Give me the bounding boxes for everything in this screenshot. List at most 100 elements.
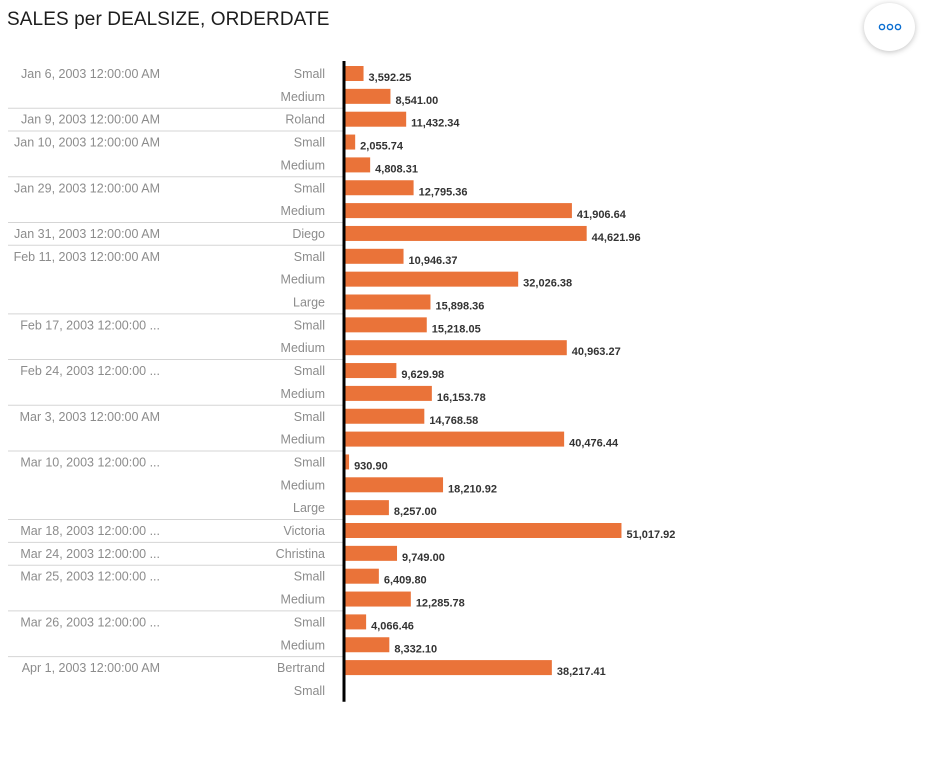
data-label: 18,210.92 xyxy=(448,483,497,495)
date-label: Jan 29, 2003 12:00:00 AM xyxy=(14,181,160,195)
date-label: Mar 24, 2003 12:00:00 ... xyxy=(20,547,160,561)
bar xyxy=(344,180,414,196)
data-label: 51,017.92 xyxy=(626,529,675,541)
category-label: Victoria xyxy=(284,524,326,538)
date-label: Feb 17, 2003 12:00:00 ... xyxy=(20,318,160,332)
bar xyxy=(344,568,379,584)
date-label: Mar 18, 2003 12:00:00 ... xyxy=(20,524,160,538)
bar xyxy=(344,225,587,241)
data-label: 9,629.98 xyxy=(401,369,444,381)
category-label: Small xyxy=(294,250,325,264)
bar xyxy=(344,66,364,81)
date-label: Apr 1, 2003 12:00:00 AM xyxy=(22,661,160,675)
bar xyxy=(344,157,371,173)
bar xyxy=(344,591,411,607)
bar xyxy=(344,545,398,561)
category-label: Bertrand xyxy=(277,661,325,675)
bar xyxy=(344,431,565,447)
bar xyxy=(344,660,552,676)
category-label: Medium xyxy=(281,273,325,287)
category-label: Small xyxy=(294,364,325,378)
data-label: 4,066.46 xyxy=(371,620,414,632)
date-label: Feb 24, 2003 12:00:00 ... xyxy=(20,364,160,378)
chart-title: SALES per DEALSIZE, ORDERDATE xyxy=(7,9,330,30)
data-label: 15,218.05 xyxy=(432,323,481,335)
more-horizontal-icon xyxy=(878,23,901,31)
data-label: 40,963.27 xyxy=(572,346,621,358)
data-label: 12,285.78 xyxy=(416,598,465,610)
data-label: 8,332.10 xyxy=(394,643,437,655)
date-label: Feb 11, 2003 12:00:00 AM xyxy=(14,250,160,264)
category-label: Small xyxy=(294,318,325,332)
category-label: Small xyxy=(294,615,325,629)
category-label: Small xyxy=(294,455,325,469)
bar xyxy=(344,614,367,630)
bar xyxy=(344,408,425,424)
category-label: Large xyxy=(293,296,325,310)
category-label: Diego xyxy=(292,227,325,241)
bar xyxy=(344,385,432,401)
category-label: Medium xyxy=(281,90,325,104)
bar xyxy=(344,248,404,264)
date-label: Jan 6, 2003 12:00:00 AM xyxy=(21,67,160,81)
date-label: Jan 10, 2003 12:00:00 AM xyxy=(14,136,160,150)
category-label: Christina xyxy=(276,547,325,561)
bar xyxy=(344,203,572,219)
bar xyxy=(344,637,390,653)
bar xyxy=(344,340,567,356)
date-label: Mar 26, 2003 12:00:00 ... xyxy=(20,615,160,629)
category-label: Large xyxy=(293,501,325,515)
category-label: Medium xyxy=(281,478,325,492)
category-label: Small xyxy=(294,181,325,195)
bar xyxy=(344,523,622,538)
data-label: 11,432.34 xyxy=(411,118,460,130)
category-label: Small xyxy=(294,570,325,584)
category-label: Roland xyxy=(285,113,325,127)
category-label: Medium xyxy=(281,341,325,355)
category-label: Medium xyxy=(281,387,325,401)
data-label: 8,257.00 xyxy=(394,506,437,518)
bar xyxy=(344,271,519,287)
category-label: Medium xyxy=(281,204,325,218)
data-label: 41,906.64 xyxy=(577,209,627,221)
bar xyxy=(344,134,356,150)
data-label: 15,898.36 xyxy=(435,301,484,313)
category-label: Medium xyxy=(281,593,325,607)
data-label: 38,217.41 xyxy=(557,666,606,678)
date-label: Mar 3, 2003 12:00:00 AM xyxy=(20,410,160,424)
category-label: Small xyxy=(294,67,325,81)
data-label: 16,153.78 xyxy=(437,392,486,404)
data-label: 10,946.37 xyxy=(409,255,458,267)
data-label: 40,476.44 xyxy=(569,438,619,450)
data-label: 12,795.36 xyxy=(419,186,468,198)
data-label: 44,621.96 xyxy=(592,232,641,244)
data-label: 4,808.31 xyxy=(375,163,418,175)
bar xyxy=(344,317,427,333)
bar xyxy=(344,111,407,127)
bar xyxy=(344,294,431,310)
bar xyxy=(344,454,350,470)
bar xyxy=(344,88,391,104)
category-label: Medium xyxy=(281,433,325,447)
date-label: Mar 10, 2003 12:00:00 ... xyxy=(20,455,160,469)
data-label: 930.90 xyxy=(354,460,388,472)
data-label: 3,592.25 xyxy=(369,72,412,84)
date-label: Jan 9, 2003 12:00:00 AM xyxy=(21,113,160,127)
category-label: Medium xyxy=(281,638,325,652)
date-label: Mar 25, 2003 12:00:00 ... xyxy=(20,570,160,584)
more-options-button[interactable] xyxy=(864,3,915,51)
category-label: Small xyxy=(294,684,325,698)
category-label: Small xyxy=(294,136,325,150)
data-label: 6,409.80 xyxy=(384,575,427,587)
data-label: 8,541.00 xyxy=(395,95,438,107)
bar xyxy=(344,477,444,493)
data-label: 14,768.58 xyxy=(429,415,478,427)
bar xyxy=(344,363,397,379)
data-label: 32,026.38 xyxy=(523,278,572,290)
bar xyxy=(344,500,389,516)
category-label: Small xyxy=(294,410,325,424)
date-label: Jan 31, 2003 12:00:00 AM xyxy=(14,227,160,241)
category-label: Medium xyxy=(281,158,325,172)
data-label: 9,749.00 xyxy=(402,552,445,564)
